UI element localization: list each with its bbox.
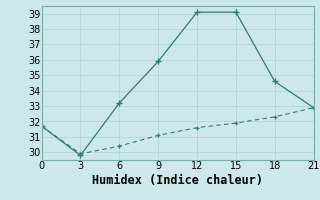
X-axis label: Humidex (Indice chaleur): Humidex (Indice chaleur) bbox=[92, 174, 263, 187]
